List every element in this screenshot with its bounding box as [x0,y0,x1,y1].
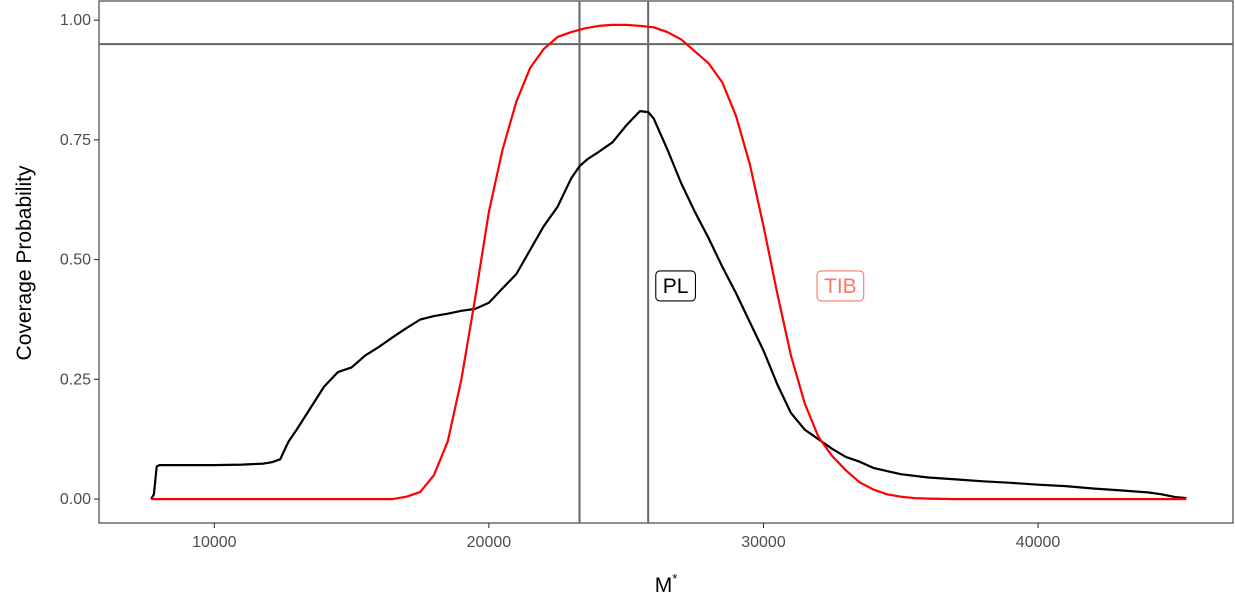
series-line-pl [150,110,1187,500]
y-axis: 0.00 0.25 0.50 0.75 1.00 [60,12,99,508]
y-tick-label: 0.00 [60,491,91,508]
annotation-pl: PL [655,270,697,302]
y-axis-title: Coverage Probability [13,165,36,360]
reference-lines [99,1,1233,523]
plot-panel [98,0,1234,524]
x-axis: 10000 20000 30000 40000 [192,523,1060,551]
y-tick-label: 1.00 [60,12,91,29]
x-axis-title: M* [655,571,678,597]
x-tick-label: 30000 [741,534,786,551]
x-tick-label: 10000 [192,534,237,551]
x-tick-label: 40000 [1016,534,1061,551]
y-tick-label: 0.75 [60,132,91,149]
series-line-tib [151,23,1187,501]
annotation-tib: TIB [816,270,865,302]
x-axis-title-superscript: * [672,571,677,586]
y-tick-label: 0.25 [60,371,91,388]
annotations: PL TIB [655,270,865,302]
annotation-box [655,270,697,302]
y-tick-label: 0.50 [60,252,91,269]
x-axis-title-main: M [655,574,673,597]
annotation-label: TIB [824,275,857,298]
annotation-box [816,270,865,302]
x-tick-label: 20000 [467,534,512,551]
annotation-label: PL [663,275,689,298]
series-lines [150,23,1187,501]
